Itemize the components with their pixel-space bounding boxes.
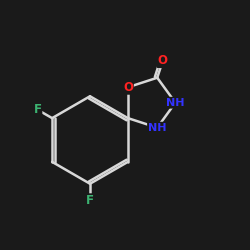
Text: NH: NH (166, 98, 185, 108)
Text: F: F (34, 103, 42, 116)
Text: O: O (123, 81, 133, 94)
Text: F: F (86, 194, 94, 207)
Text: O: O (158, 54, 168, 67)
Text: NH: NH (148, 123, 167, 133)
